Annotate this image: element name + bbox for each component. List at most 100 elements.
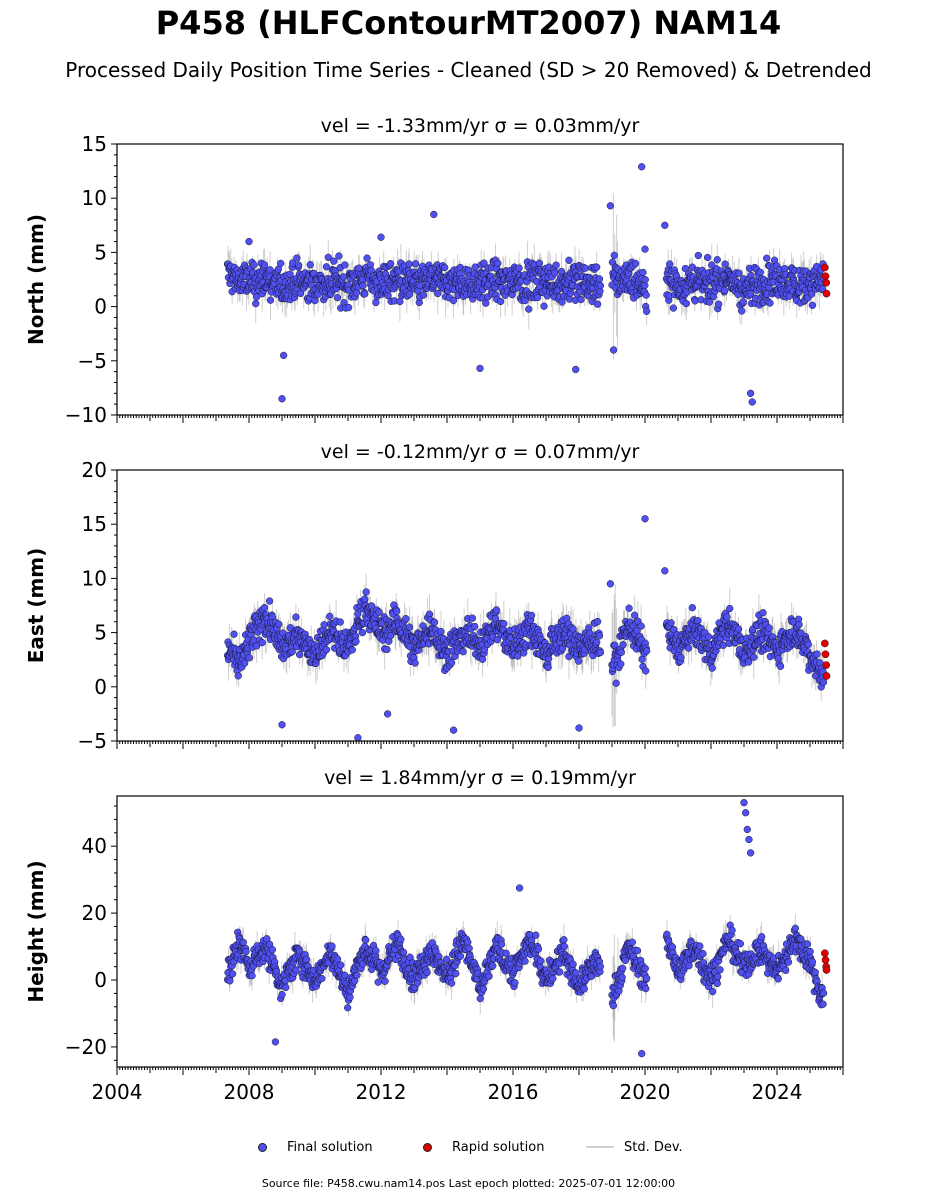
final-solution-point	[705, 298, 714, 306]
y-axis-label: North (mm)	[24, 214, 48, 345]
final-solution-point	[282, 983, 290, 992]
outlier-point	[641, 245, 649, 253]
final-solution-point	[715, 300, 723, 308]
final-solution-point	[642, 291, 650, 299]
final-solution-point	[766, 299, 774, 307]
final-solution-point	[228, 970, 237, 978]
rapid-solution-point	[821, 272, 830, 281]
rapid-solution-point	[821, 263, 829, 272]
final-solution-point	[268, 945, 277, 954]
outlier-point	[476, 364, 484, 373]
outlier-point	[606, 580, 614, 588]
outlier-point	[746, 389, 755, 397]
final-solution-point	[441, 263, 449, 272]
final-solution-point	[405, 290, 414, 298]
final-solution-point	[253, 293, 261, 301]
final-solution-point	[396, 297, 404, 306]
final-solution-point	[402, 615, 410, 623]
final-solution-point	[610, 251, 618, 260]
final-solution-point	[368, 602, 376, 610]
final-solution-point	[639, 268, 647, 277]
final-solution-point	[447, 659, 456, 667]
final-solution-point	[430, 618, 439, 626]
y-tick-label: 10	[82, 186, 107, 210]
outlier-point	[245, 237, 253, 246]
final-solution-point	[565, 295, 574, 303]
final-solution-point	[437, 627, 445, 636]
final-solution-point	[330, 257, 338, 265]
panel-1: vel = -0.12mm/yr σ = 0.07mm/yr East (mm) −…	[24, 441, 844, 753]
final-solution-point	[363, 254, 371, 262]
y-tick-label: 5	[94, 621, 107, 645]
outlier-point	[638, 163, 646, 171]
rapid-solution-point	[822, 672, 831, 680]
final-solution-point	[372, 298, 380, 307]
outlier-point	[575, 724, 583, 732]
final-solution-point	[577, 295, 585, 304]
outlier-point	[278, 395, 286, 403]
final-solution-point	[550, 269, 559, 277]
final-solution-point	[694, 251, 702, 260]
final-solution-point	[703, 253, 712, 262]
final-solution-point	[248, 972, 256, 980]
panel-frame	[116, 469, 844, 742]
final-solution-point	[328, 942, 336, 950]
outlier-point	[354, 734, 362, 741]
final-solution-point	[535, 259, 544, 267]
final-solution-point	[449, 296, 458, 305]
final-solution-point	[239, 938, 247, 946]
final-solution-point	[642, 667, 650, 675]
final-solution-point	[795, 620, 803, 629]
outlier-point	[383, 710, 392, 718]
final-solution-point	[352, 637, 360, 646]
final-solution-point	[669, 304, 678, 312]
final-solution-point	[641, 276, 649, 284]
final-solution-point	[411, 260, 420, 268]
final-solution-point	[708, 261, 716, 269]
final-solution-point	[296, 289, 305, 298]
final-solution-point	[226, 977, 234, 985]
panel-content	[223, 515, 831, 741]
outlier-point	[661, 567, 669, 575]
final-solution-point	[344, 303, 353, 312]
final-solution-point	[612, 679, 620, 687]
final-solution-point	[348, 646, 356, 654]
final-solution-point	[320, 621, 328, 629]
final-solution-point	[593, 617, 602, 626]
final-solution-point	[575, 657, 583, 665]
final-solution-point	[593, 300, 602, 308]
data-points	[223, 799, 831, 1058]
y-tick-label: 15	[82, 512, 107, 536]
final-solution-point	[234, 672, 242, 680]
panel-content	[223, 799, 831, 1058]
final-solution-point	[494, 259, 502, 267]
final-solution-point	[617, 660, 625, 668]
outlier-point	[606, 202, 614, 210]
final-solution-point	[252, 299, 260, 308]
final-solution-point	[292, 966, 300, 974]
final-solution-point	[361, 595, 369, 603]
final-solution-point	[341, 261, 349, 269]
final-solution-point	[763, 254, 771, 262]
rapid-solution-point	[822, 289, 831, 298]
final-solution-point	[482, 299, 490, 307]
final-solution-point	[405, 623, 414, 631]
final-solution-point	[637, 622, 645, 630]
rapid-solution-point	[822, 278, 831, 287]
final-solution-point	[293, 254, 301, 262]
final-solution-point	[322, 263, 331, 271]
final-solution-point	[750, 653, 758, 661]
final-solution-point	[558, 298, 566, 306]
y-tick-label: 20	[82, 458, 107, 482]
final-solution-point	[756, 268, 764, 276]
final-solution-point	[333, 294, 342, 302]
y-axis-label: East (mm)	[24, 548, 48, 664]
final-solution-point	[596, 648, 605, 657]
data-points	[223, 163, 831, 406]
final-solution-point	[807, 290, 816, 298]
final-solution-point	[339, 273, 348, 281]
final-solution-point	[765, 624, 773, 632]
final-solution-point	[295, 261, 303, 269]
y-tick-label: −10	[65, 403, 107, 427]
final-solution-point	[704, 633, 713, 641]
